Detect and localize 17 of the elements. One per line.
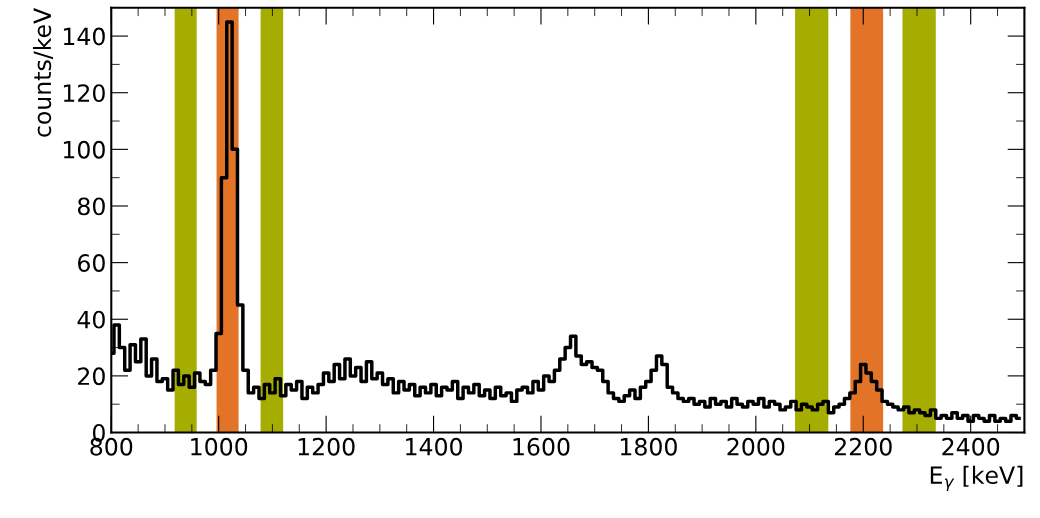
x-tick-label: 1800 (620, 437, 677, 456)
y-tick-label: 120 (63, 84, 105, 103)
y-tick-label: 100 (63, 140, 105, 159)
x-axis-title: E$_{γ}$ [keV] (930, 465, 1023, 492)
x-tick-label: 2200 (834, 437, 892, 456)
y-tick-label: 60 (78, 254, 105, 272)
x-tick-label: 1200 (298, 437, 355, 456)
y-tick-label: 80 (77, 197, 105, 216)
y-tick-label: 40 (77, 310, 105, 329)
x-tick-label: 2000 (727, 437, 785, 456)
x-tick-label: 1400 (406, 437, 463, 456)
y-axis-title: counts/keV (32, 7, 54, 137)
y-tick-label: 140 (63, 27, 105, 46)
x-tick-label: 2400 (942, 437, 1000, 456)
x-tick-label: 1600 (513, 437, 570, 456)
y-tick-label: 20 (78, 367, 105, 386)
x-tick-label: 1000 (191, 437, 248, 456)
